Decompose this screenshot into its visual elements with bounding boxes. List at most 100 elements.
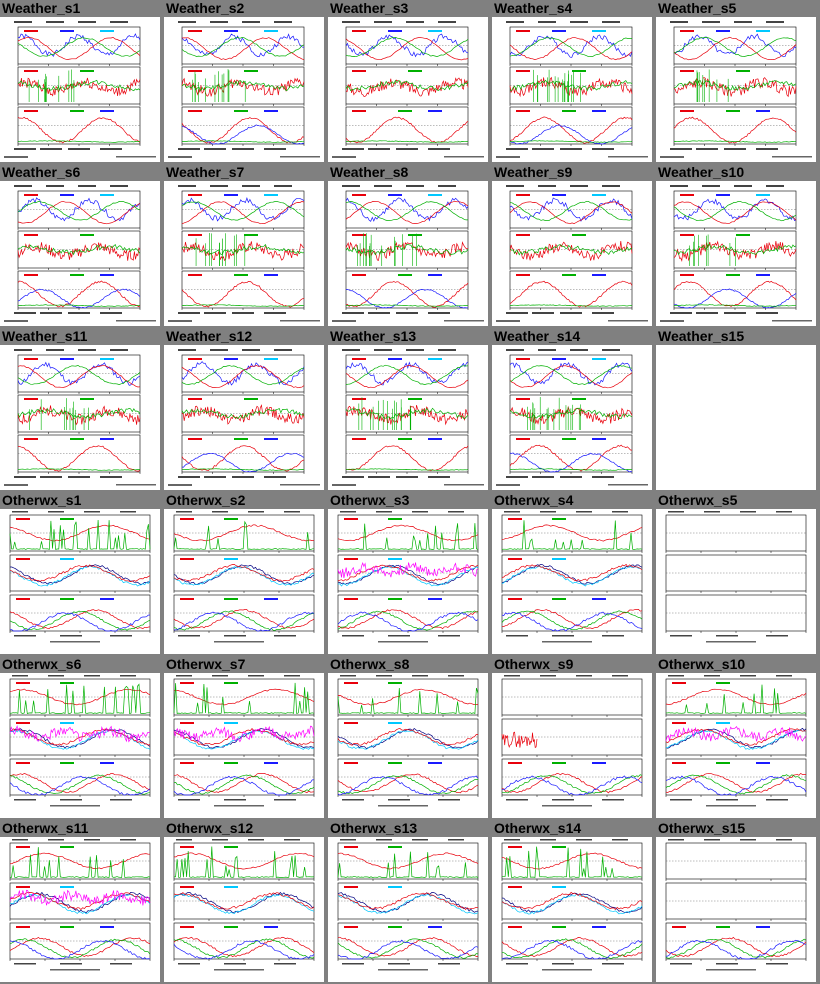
cell-otherwx-s13[interactable]: Otherwx_s13 [328,820,492,984]
header-text-mark [602,349,620,351]
cell-weather-s14[interactable]: Weather_s14 [492,328,656,492]
header-text-mark [570,185,588,187]
plot-thumbnail[interactable] [0,181,160,326]
cell-weather-s3[interactable]: Weather_s3 [328,0,492,164]
legend-mark [188,110,202,112]
plot-thumbnail[interactable] [164,181,324,326]
cell-otherwx-s14[interactable]: Otherwx_s14 [492,820,656,984]
plot-thumbnail[interactable] [164,837,324,982]
plot-thumbnail[interactable] [328,181,488,326]
plot-thumbnail[interactable] [164,509,324,654]
cell-otherwx-s6[interactable]: Otherwx_s6 [0,656,164,820]
cell-otherwx-s10[interactable]: Otherwx_s10 [656,656,820,820]
plot-thumbnail[interactable] [656,837,816,982]
plot-thumbnail[interactable] [0,345,160,490]
footer-text-mark [532,312,554,314]
plot-thumbnail[interactable] [492,181,652,326]
cell-otherwx-s1[interactable]: Otherwx_s1 [0,492,164,656]
legend-mark [100,30,114,32]
cell-otherwx-s7[interactable]: Otherwx_s7 [164,656,328,820]
series-line [181,80,305,92]
plot-thumbnail[interactable] [0,837,160,982]
header-text-mark [212,511,228,513]
cell-otherwx-s5[interactable]: Otherwx_s5 [656,492,820,656]
footer-text-mark [274,963,296,965]
plot-thumbnail[interactable] [164,673,324,818]
cell-title: Otherwx_s10 [658,656,746,672]
plot-thumbnail[interactable] [328,837,488,982]
plot-thumbnail[interactable] [328,17,488,162]
plot-thumbnail[interactable] [0,17,160,162]
cell-otherwx-s4[interactable]: Otherwx_s4 [492,492,656,656]
header-text-mark [120,511,136,513]
cell-weather-s1[interactable]: Weather_s1 [0,0,164,164]
plot-thumbnail[interactable] [492,17,652,162]
plot-thumbnail[interactable] [656,345,816,490]
cell-otherwx-s12[interactable]: Otherwx_s12 [164,820,328,984]
header-text-mark [538,21,556,23]
series-line [17,304,141,307]
cell-weather-s2[interactable]: Weather_s2 [164,0,328,164]
plot-svg [660,185,812,322]
series-line [9,728,151,746]
cell-weather-s12[interactable]: Weather_s12 [164,328,328,492]
footer-text-mark [724,148,746,150]
series-line [337,730,479,750]
cell-otherwx-s15[interactable]: Otherwx_s15 [656,820,820,984]
plot-thumbnail[interactable] [656,17,816,162]
series-line [345,201,468,221]
plot-thumbnail[interactable] [164,17,324,162]
plot-thumbnail[interactable] [492,837,652,982]
cell-otherwx-s2[interactable]: Otherwx_s2 [164,492,328,656]
footer-text-mark [756,148,778,150]
header-text-mark [210,21,228,23]
series-line [17,77,141,97]
footer-text-mark [444,156,484,158]
cell-weather-s9[interactable]: Weather_s9 [492,164,656,328]
cell-weather-s15[interactable]: Weather_s15 [656,328,820,492]
cell-weather-s4[interactable]: Weather_s4 [492,0,656,164]
footer-text-mark [332,484,356,486]
legend-mark [100,598,114,600]
series-line [173,564,315,585]
plot-thumbnail[interactable] [492,509,652,654]
series-line [9,889,151,906]
plot-thumbnail[interactable] [328,509,488,654]
footer-text-mark [506,799,528,801]
plot-thumbnail[interactable] [492,345,652,490]
plot-thumbnail[interactable] [164,345,324,490]
plot-thumbnail[interactable] [328,345,488,490]
cell-weather-s7[interactable]: Weather_s7 [164,164,328,328]
cell-weather-s8[interactable]: Weather_s8 [328,164,492,328]
footer-text-mark [378,641,428,643]
cell-title: Weather_s3 [330,0,409,16]
cell-otherwx-s3[interactable]: Otherwx_s3 [328,492,492,656]
footer-text-mark [264,148,286,150]
header-text-mark [576,675,592,677]
header-text-mark [576,839,592,841]
plot-thumbnail[interactable] [656,673,816,818]
header-text-mark [776,511,792,513]
footer-text-mark [232,476,254,478]
plot-thumbnail[interactable] [656,181,816,326]
cell-weather-s11[interactable]: Weather_s11 [0,328,164,492]
plot-thumbnail[interactable] [0,509,160,654]
footer-text-mark [110,799,132,801]
series-line [181,201,305,225]
legend-mark [680,30,694,32]
cell-weather-s13[interactable]: Weather_s13 [328,328,492,492]
footer-text-mark [110,635,132,637]
plot-thumbnail[interactable] [0,673,160,818]
cell-weather-s5[interactable]: Weather_s5 [656,0,820,164]
cell-otherwx-s9[interactable]: Otherwx_s9 [492,656,656,820]
cell-weather-s10[interactable]: Weather_s10 [656,164,820,328]
plot-thumbnail[interactable] [328,673,488,818]
legend-mark [352,110,366,112]
plot-thumbnail[interactable] [656,509,816,654]
series-line [501,939,643,960]
plot-thumbnail[interactable] [492,673,652,818]
cell-otherwx-s8[interactable]: Otherwx_s8 [328,656,492,820]
cell-weather-s6[interactable]: Weather_s6 [0,164,164,328]
footer-text-mark [264,312,286,314]
cell-otherwx-s11[interactable]: Otherwx_s11 [0,820,164,984]
